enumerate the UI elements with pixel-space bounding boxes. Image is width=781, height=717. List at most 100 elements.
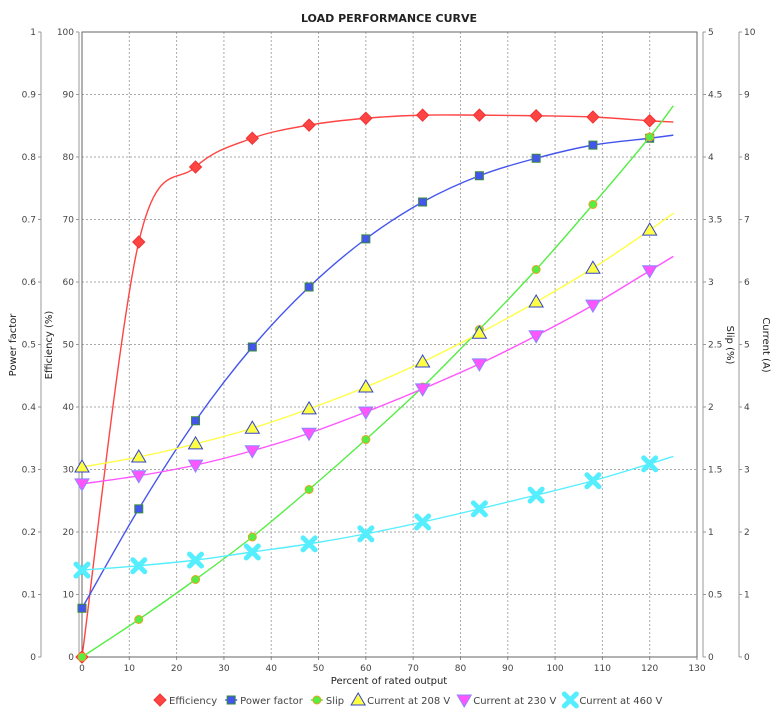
slip-tick-label: 5	[708, 28, 714, 38]
power-factor-tick-label: 0.8	[22, 153, 37, 163]
current-tick-label: 4	[744, 403, 750, 413]
data-point-square-icon	[247, 342, 257, 352]
current-tick-label: 3	[744, 466, 750, 476]
efficiency-tick-label: 80	[63, 153, 75, 163]
data-point-triangle-down-icon	[528, 330, 545, 344]
slip-tick-label: 3.5	[708, 216, 722, 226]
gridlines	[81, 31, 698, 658]
data-point-diamond-icon	[529, 109, 543, 123]
power-factor-tick-label: 0.4	[22, 403, 37, 413]
power-factor-tick-label: 1	[30, 28, 36, 38]
current-tick-label: 7	[744, 216, 750, 226]
current-tick-label: 0	[744, 653, 750, 663]
data-point-diamond-icon	[132, 235, 146, 249]
data-point-square-icon	[588, 140, 598, 150]
data-point-x-icon	[584, 472, 602, 490]
data-point-x-icon	[414, 513, 432, 531]
slip-tick-label: 0	[708, 653, 714, 663]
legend-triangle-down-icon	[456, 694, 473, 708]
legend: Efficiency Power factor Slip Current at 208…	[153, 691, 663, 709]
data-point-triangle-up-icon	[641, 222, 658, 236]
x-tick-label: 30	[218, 664, 230, 674]
data-point-circle-icon	[361, 435, 371, 444]
slip-tick-label: 2	[708, 403, 714, 413]
x-tick-label: 20	[171, 664, 183, 674]
data-point-circle-icon	[247, 532, 257, 542]
data-point-circle-icon	[77, 652, 87, 662]
slip-tick-label: 0.5	[708, 591, 722, 601]
slip-tick-label: 3	[708, 278, 714, 288]
slip-tick-label: 2.5	[708, 341, 722, 351]
current-tick-label: 8	[744, 153, 750, 163]
x-tick-label: 70	[407, 664, 419, 674]
efficiency-axis-label: Efficiency (%)	[44, 311, 55, 380]
data-point-triangle-up-icon	[414, 354, 431, 368]
data-point-diamond-icon	[302, 118, 316, 132]
data-point-circle-icon	[134, 615, 144, 624]
data-point-circle-icon	[191, 575, 201, 584]
data-point-square-icon	[361, 234, 371, 244]
legend-label: Current at 230 V	[473, 696, 556, 707]
data-point-triangle-down-icon	[414, 383, 431, 397]
data-point-triangle-down-icon	[244, 445, 261, 459]
series-efficiency	[75, 108, 674, 664]
legend-triangle-up-icon	[350, 692, 367, 706]
legend-item-current-at-460-v: Current at 460 V	[561, 691, 663, 709]
data-point-square-icon	[77, 603, 87, 613]
current-tick-label: 2	[744, 528, 750, 538]
data-point-diamond-icon	[188, 160, 203, 174]
data-point-x-icon	[73, 561, 91, 579]
series-slip	[77, 105, 674, 662]
x-tick-label: 130	[688, 664, 705, 674]
data-point-x-icon	[187, 551, 205, 569]
x-tick-label: 100	[546, 664, 563, 674]
series-line	[81, 134, 674, 609]
x-tick-label: 0	[79, 664, 85, 674]
legend-item-current-at-208-v: Current at 208 V	[350, 692, 450, 707]
efficiency-tick-label: 50	[63, 341, 75, 351]
series-current-at-208-v	[74, 212, 674, 473]
data-point-triangle-up-icon	[528, 294, 545, 308]
series-line	[81, 114, 674, 658]
data-point-x-icon	[470, 500, 488, 518]
axes: 0 10 20 30 40 50 60 70 80 90 100 110 120 13000.10.20.…	[22, 28, 756, 674]
data-point-diamond-icon	[359, 111, 373, 125]
data-point-triangle-down-icon	[187, 459, 204, 474]
efficiency-tick-label: 0	[68, 653, 74, 663]
chart-title: LOAD PERFORMANCE CURVE	[301, 12, 477, 25]
efficiency-tick-label: 60	[63, 278, 75, 288]
power-factor-tick-label: 0.9	[22, 91, 37, 101]
current-tick-label: 1	[744, 591, 750, 601]
data-point-diamond-icon	[586, 110, 600, 124]
legend-diamond-icon	[153, 693, 167, 707]
data-point-x-icon	[243, 543, 261, 561]
legend-item-efficiency: Efficiency	[153, 693, 217, 707]
legend-label: Slip	[326, 696, 344, 707]
data-point-x-icon	[130, 557, 148, 575]
data-point-circle-icon	[645, 132, 655, 142]
x-tick-label: 60	[360, 664, 372, 674]
data-point-triangle-down-icon	[74, 478, 90, 492]
data-point-triangle-up-icon	[187, 435, 204, 450]
slip-tick-label: 4.5	[708, 91, 722, 101]
legend-circle-icon	[312, 695, 322, 705]
slip-axis-label: Slip (%)	[724, 326, 735, 365]
power-factor-tick-label: 0.2	[22, 528, 36, 538]
data-point-square-icon	[474, 171, 484, 181]
series-current-at-460-v	[73, 455, 674, 579]
data-point-x-icon	[300, 535, 318, 553]
series-layer	[73, 105, 674, 664]
data-point-triangle-up-icon	[244, 420, 261, 434]
efficiency-tick-label: 20	[63, 528, 75, 538]
data-point-triangle-down-icon	[301, 427, 317, 442]
efficiency-tick-label: 30	[63, 466, 75, 476]
x-tick-label: 50	[313, 664, 325, 674]
data-point-triangle-down-icon	[471, 358, 488, 372]
legend-x-icon	[561, 691, 579, 709]
series-current-at-230-v	[74, 255, 674, 492]
legend-label: Efficiency	[169, 696, 217, 707]
series-line	[81, 455, 674, 571]
power-factor-tick-label: 0.7	[22, 216, 36, 226]
legend-square-icon	[226, 695, 236, 705]
series-power-factor	[77, 133, 674, 613]
